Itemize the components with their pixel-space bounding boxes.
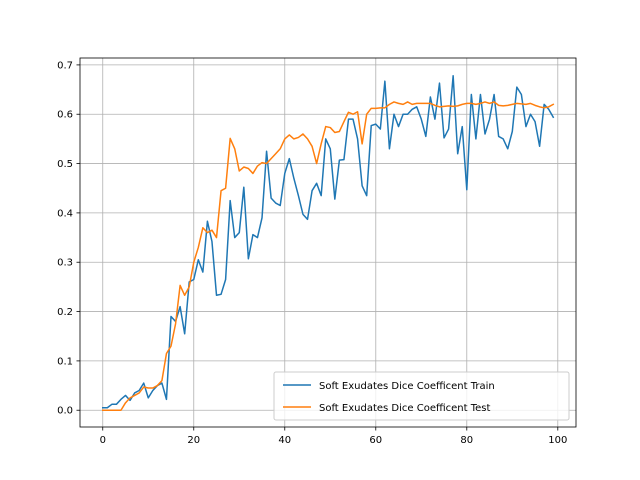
series-line-train [102, 75, 555, 409]
y-tick-label: 0.3 [57, 258, 73, 269]
x-tick-label: 40 [278, 435, 291, 446]
x-tick-label: 0 [100, 435, 106, 446]
x-tick-label: 60 [369, 435, 382, 446]
plot-frame [79, 57, 577, 428]
series-line-test [102, 101, 555, 411]
legend-label-train: Soft Exudates Dice Coefficent Train [319, 381, 495, 392]
y-tick-label: 0.1 [57, 356, 73, 367]
legend-frame [273, 371, 570, 421]
axis-ticks: 0 20 40 60 80 100 0.0 0.1 0.2 0.3 0.4 0.5 0.6 0.7 [57, 60, 567, 446]
y-tick-label: 0.2 [57, 307, 73, 318]
legend-label-test: Soft Exudates Dice Coefficent Test [319, 403, 491, 414]
x-tick-label: 80 [460, 435, 473, 446]
legend: Soft Exudates Dice Coefficent Train Soft… [273, 371, 570, 421]
series-layer [102, 75, 555, 411]
plot-area [80, 58, 576, 427]
y-tick-label: 0.5 [57, 159, 73, 170]
y-tick-label: 0.7 [57, 60, 73, 71]
x-tick-label: 20 [187, 435, 200, 446]
y-tick-label: 0.6 [57, 110, 73, 121]
y-tick-label: 0.4 [57, 208, 73, 219]
x-tick-label: 100 [548, 435, 567, 446]
y-tick-label: 0.0 [57, 406, 73, 417]
